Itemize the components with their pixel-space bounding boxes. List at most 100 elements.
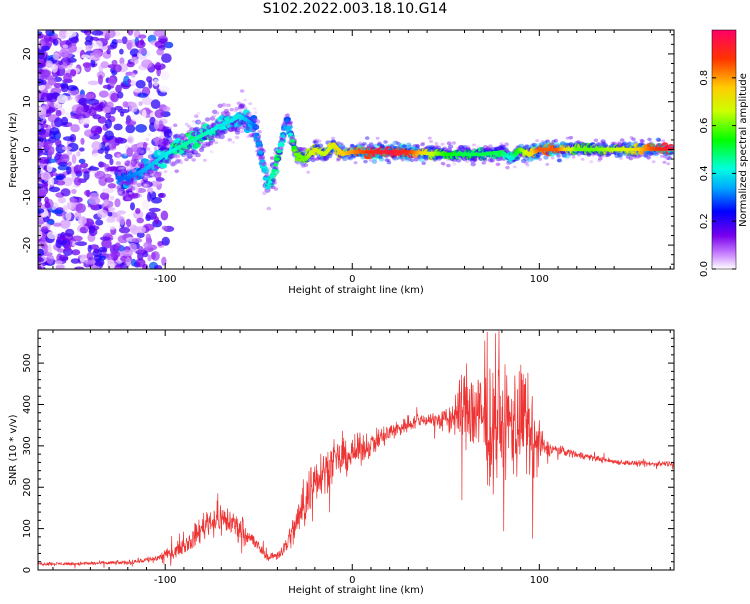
spectrogram-cell: [79, 118, 90, 125]
spectrogram-cell: [138, 101, 143, 106]
spectrogram-cell: [321, 159, 326, 163]
spectrogram-cell: [472, 157, 478, 162]
spectrogram-cell: [434, 141, 439, 145]
spectrogram-cell: [258, 146, 262, 150]
spectrogram-cell: [195, 119, 202, 125]
spectrogram-cell: [617, 152, 623, 158]
spectrogram-cell: [472, 143, 476, 147]
spectrogram-cell: [125, 256, 132, 267]
spectrogram-cell: [238, 104, 245, 110]
spectrogram-cell: [110, 250, 121, 258]
spectrogram-cell: [342, 156, 348, 162]
spectrogram-cell: [135, 79, 146, 89]
spectrogram-cell: [318, 156, 324, 161]
spectrogram-cell: [163, 170, 168, 174]
spectrogram-cell: [260, 159, 265, 163]
spectrogram-cell: [175, 154, 181, 158]
spectrogram-cell: [71, 188, 77, 194]
spectrogram-cell: [117, 166, 123, 171]
spectrogram-cell: [38, 265, 43, 269]
spectrogram-cell: [496, 146, 502, 152]
spectrogram-cell: [165, 159, 172, 164]
spectrogram-cell: [593, 138, 599, 143]
spectrogram-cell: [103, 199, 109, 207]
spectrogram-cell: [214, 131, 221, 136]
spectrogram-cell: [495, 156, 502, 162]
spectrogram-cell: [78, 97, 89, 106]
spectrogram-cell: [384, 158, 390, 162]
spectrogram-cell: [159, 85, 170, 93]
spectrogram-cell: [271, 168, 277, 173]
spectrogram-cell: [58, 30, 68, 39]
spectrogram-cell: [86, 251, 94, 261]
spectrogram-cell: [462, 157, 467, 161]
spectrogram-cell: [284, 119, 290, 123]
spectrogram-cell: [660, 154, 664, 158]
spectrogram-cell: [571, 155, 576, 159]
spectrogram-cell: [151, 165, 159, 171]
spectrogram-cell: [125, 196, 130, 201]
spectrogram-cell: [469, 157, 476, 163]
spectrogram-cell: [98, 176, 108, 187]
spectrogram-cell: [453, 159, 458, 163]
spectrogram-cell: [457, 145, 464, 150]
spectrogram-cell: [208, 136, 213, 140]
spectrogram-cell: [175, 137, 183, 144]
spectrogram-cell: [107, 183, 117, 189]
spectrogram-cell: [432, 158, 437, 162]
spectrogram-cell: [192, 154, 197, 158]
spectrogram-cell: [84, 93, 95, 99]
spectrogram-cell: [47, 77, 57, 86]
spectrogram-cell: [153, 146, 158, 150]
spectrogram-cell: [427, 146, 434, 151]
spectrogram-cell: [347, 156, 354, 161]
spectrogram-cell: [423, 155, 429, 161]
spectrogram-cell: [307, 158, 312, 162]
spectrogram-cell: [141, 181, 153, 188]
spectrogram-cell: [79, 254, 89, 259]
spectrogram-cell: [206, 135, 214, 141]
spectrogram-cell: [148, 172, 155, 178]
spectrogram-cell: [98, 246, 107, 253]
spectrogram-cell: [289, 135, 294, 139]
spectrogram-cell: [52, 33, 58, 39]
spectrogram-cell: [45, 60, 53, 69]
spectrogram-cell: [38, 109, 47, 119]
spectrogram-cell: [181, 136, 188, 141]
spectrogram-cell: [219, 130, 226, 135]
spectrogram-cell: [409, 158, 415, 163]
spectrogram-cell: [224, 103, 229, 107]
spectrogram-cell: [347, 155, 353, 160]
spectrogram-cell: [161, 53, 172, 63]
spectrogram-cell: [377, 142, 383, 147]
spectrogram-cell: [141, 109, 147, 119]
spectrogram-cell: [167, 156, 173, 161]
spectrogram-cell: [83, 170, 90, 181]
spectrogram-cell: [69, 133, 77, 143]
spectrogram-cell: [65, 210, 72, 221]
spectrogram-cell: [149, 116, 156, 126]
spectrogram-cell: [327, 154, 333, 159]
spectrogram-cell: [298, 148, 304, 153]
spectrogram-cell: [234, 130, 241, 135]
spectrogram-cell: [290, 141, 297, 147]
spectrogram-cell: [131, 72, 136, 78]
spectrogram-cell: [205, 143, 211, 148]
spectrogram-cell: [320, 147, 325, 151]
spectrogram-cell: [378, 155, 384, 160]
spectrogram-cell: [239, 89, 245, 93]
spectrogram-cell: [211, 122, 216, 126]
spectrogram-cell: [266, 206, 272, 211]
spectrogram-y-tick-label: 0: [22, 146, 33, 152]
spectrogram-cell: [255, 119, 260, 123]
spectrogram-cell: [323, 156, 329, 161]
spectrogram-cell: [271, 185, 276, 189]
spectrogram-cell: [459, 157, 464, 161]
spectrogram-cell: [452, 162, 457, 166]
spectrogram-cell: [416, 155, 422, 159]
spectrogram-cell: [288, 132, 293, 136]
spectrogram-cell: [99, 236, 111, 241]
spectrogram-cell: [154, 265, 163, 269]
spectrogram-cell: [383, 140, 388, 144]
spectrogram-cell: [217, 103, 223, 109]
